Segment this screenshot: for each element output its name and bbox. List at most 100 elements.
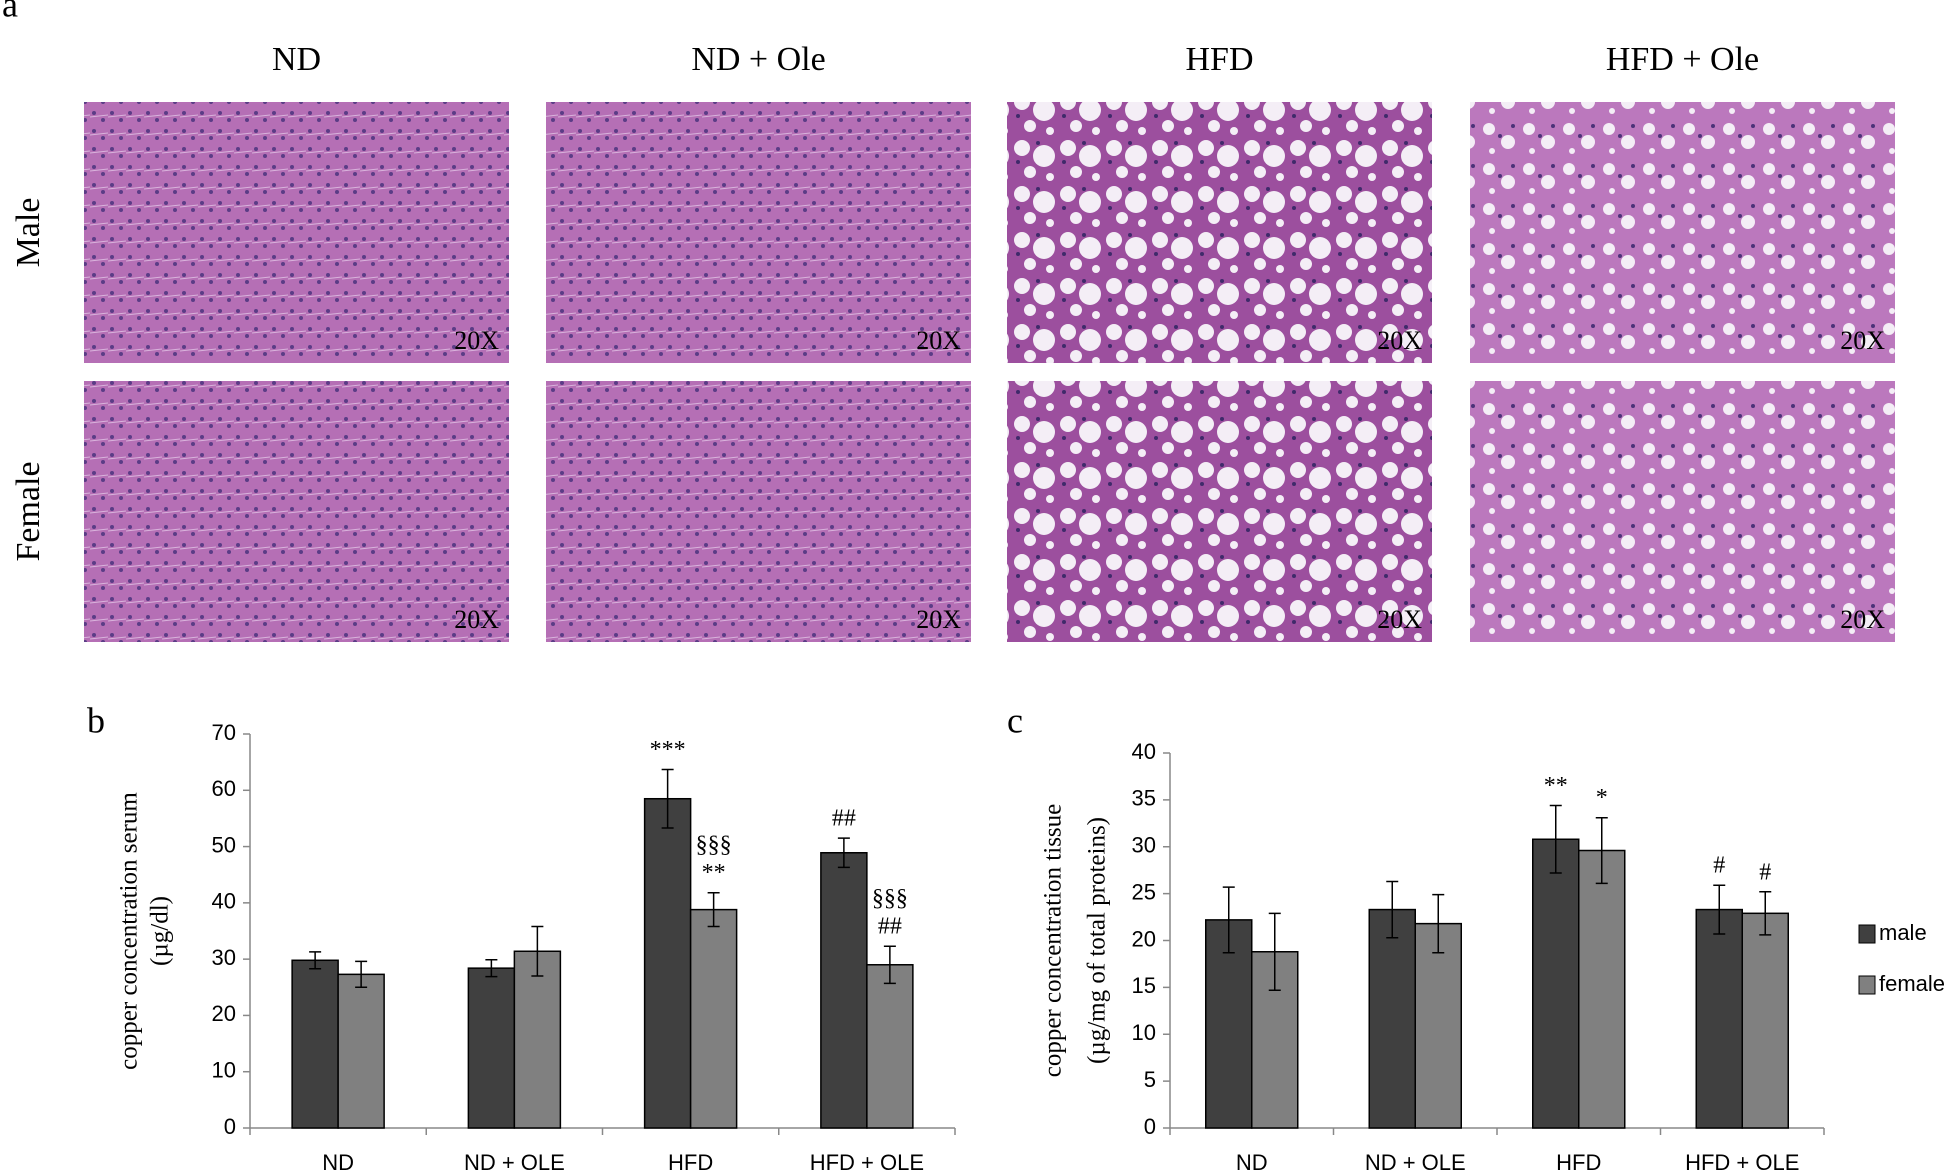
error-bar — [707, 891, 720, 928]
error-bar — [883, 945, 896, 985]
magnification-label: 20X — [916, 326, 961, 355]
y-tick-label: 20 — [212, 1001, 236, 1026]
error-bar — [1222, 886, 1235, 954]
significance-label: ## — [832, 806, 856, 832]
error-bar — [1432, 893, 1445, 954]
histology-image — [546, 102, 971, 363]
histology-image — [1470, 102, 1895, 363]
histology-image — [84, 381, 509, 642]
bar — [291, 959, 339, 1129]
bar — [1368, 908, 1416, 1129]
magnification-label: 20X — [1377, 605, 1422, 634]
y-axis-label: (µg/mg of total proteins) — [1084, 817, 1111, 1064]
column-title: ND + Ole — [691, 41, 825, 78]
legend-swatch — [1858, 975, 1876, 995]
histology-image — [1470, 381, 1895, 642]
y-tick-label: 15 — [1132, 973, 1156, 998]
y-tick-label: 35 — [1132, 786, 1156, 811]
magnification-label: 20X — [454, 605, 499, 634]
error-bar — [309, 951, 322, 970]
y-tick-label: 40 — [212, 889, 236, 914]
y-tick-label: 50 — [212, 832, 236, 857]
magnification-label: 20X — [1840, 326, 1885, 355]
row-label: Male — [10, 198, 47, 268]
y-tick-label: 0 — [1144, 1114, 1156, 1139]
error-bar — [1713, 884, 1726, 935]
significance-label: §§§ — [696, 832, 732, 858]
column-title: HFD + Ole — [1606, 41, 1759, 78]
y-tick-label: 40 — [1132, 739, 1156, 764]
error-bar — [485, 958, 498, 978]
significance-label: ** — [1544, 773, 1568, 799]
y-tick-label: 30 — [212, 945, 236, 970]
x-tick-label: ND — [1236, 1150, 1268, 1174]
significance-label: # — [1713, 853, 1725, 879]
y-tick-label: 10 — [212, 1058, 236, 1083]
bar — [866, 964, 914, 1129]
error-bar — [1549, 804, 1562, 874]
x-tick-label: HFD — [1556, 1150, 1601, 1174]
y-axis-label: copper concentration serum — [116, 792, 143, 1070]
y-tick-label: 10 — [1132, 1020, 1156, 1045]
x-tick-label: ND — [322, 1150, 354, 1174]
row-label: Female — [10, 461, 47, 561]
x-tick-label: HFD + OLE — [1685, 1150, 1799, 1174]
y-tick-label: 5 — [1144, 1067, 1156, 1092]
bar — [820, 852, 868, 1129]
magnification-label: 20X — [454, 326, 499, 355]
y-axis-label: (µg/dl) — [147, 896, 174, 966]
histology-image — [84, 102, 509, 363]
x-tick-label: HFD + OLE — [810, 1150, 924, 1174]
magnification-label: 20X — [1377, 326, 1422, 355]
magnification-label: 20X — [916, 605, 961, 634]
error-bar — [1595, 816, 1608, 885]
bar — [1695, 908, 1743, 1129]
significance-label: * — [1596, 785, 1608, 811]
y-tick-label: 20 — [1132, 926, 1156, 951]
y-axis-label: copper concentration tissue — [1040, 804, 1067, 1078]
error-bar — [1759, 891, 1772, 936]
error-bar — [837, 837, 850, 869]
bar — [689, 908, 738, 1129]
bar — [643, 797, 692, 1129]
y-tick-label: 25 — [1132, 879, 1156, 904]
histology-image — [1007, 381, 1432, 642]
significance-label: *** — [650, 737, 686, 763]
panel-label: a — [2, 0, 18, 24]
bar — [513, 950, 562, 1129]
bar — [337, 973, 385, 1129]
error-bar — [355, 960, 368, 989]
y-tick-label: 0 — [224, 1114, 236, 1139]
legend-label: female — [1879, 971, 1945, 996]
x-tick-label: ND + OLE — [464, 1150, 565, 1174]
error-bar — [1268, 912, 1281, 991]
bar — [1578, 849, 1626, 1129]
y-tick-label: 70 — [212, 720, 236, 745]
column-title: ND — [272, 41, 321, 78]
panel-label: c — [1007, 700, 1023, 740]
bar — [1741, 912, 1789, 1129]
y-tick-label: 30 — [1132, 833, 1156, 858]
error-bar — [661, 768, 674, 829]
legend-label: male — [1879, 920, 1927, 945]
column-title: HFD — [1185, 41, 1253, 78]
x-tick-label: ND + OLE — [1365, 1150, 1466, 1174]
error-bar — [531, 925, 544, 977]
error-bar — [1386, 880, 1399, 939]
x-tick-label: HFD — [668, 1150, 713, 1174]
significance-label: ** — [702, 860, 726, 886]
legend-swatch — [1858, 924, 1876, 944]
significance-label: ## — [878, 914, 902, 940]
significance-label: # — [1759, 859, 1771, 885]
bar — [1205, 919, 1253, 1129]
bar — [1532, 838, 1580, 1129]
significance-label: §§§ — [872, 886, 908, 912]
panel-label: b — [87, 700, 105, 740]
magnification-label: 20X — [1840, 605, 1885, 634]
histology-image — [1007, 102, 1432, 363]
histology-image — [546, 381, 971, 642]
bar — [467, 967, 516, 1129]
bar — [1414, 922, 1462, 1129]
